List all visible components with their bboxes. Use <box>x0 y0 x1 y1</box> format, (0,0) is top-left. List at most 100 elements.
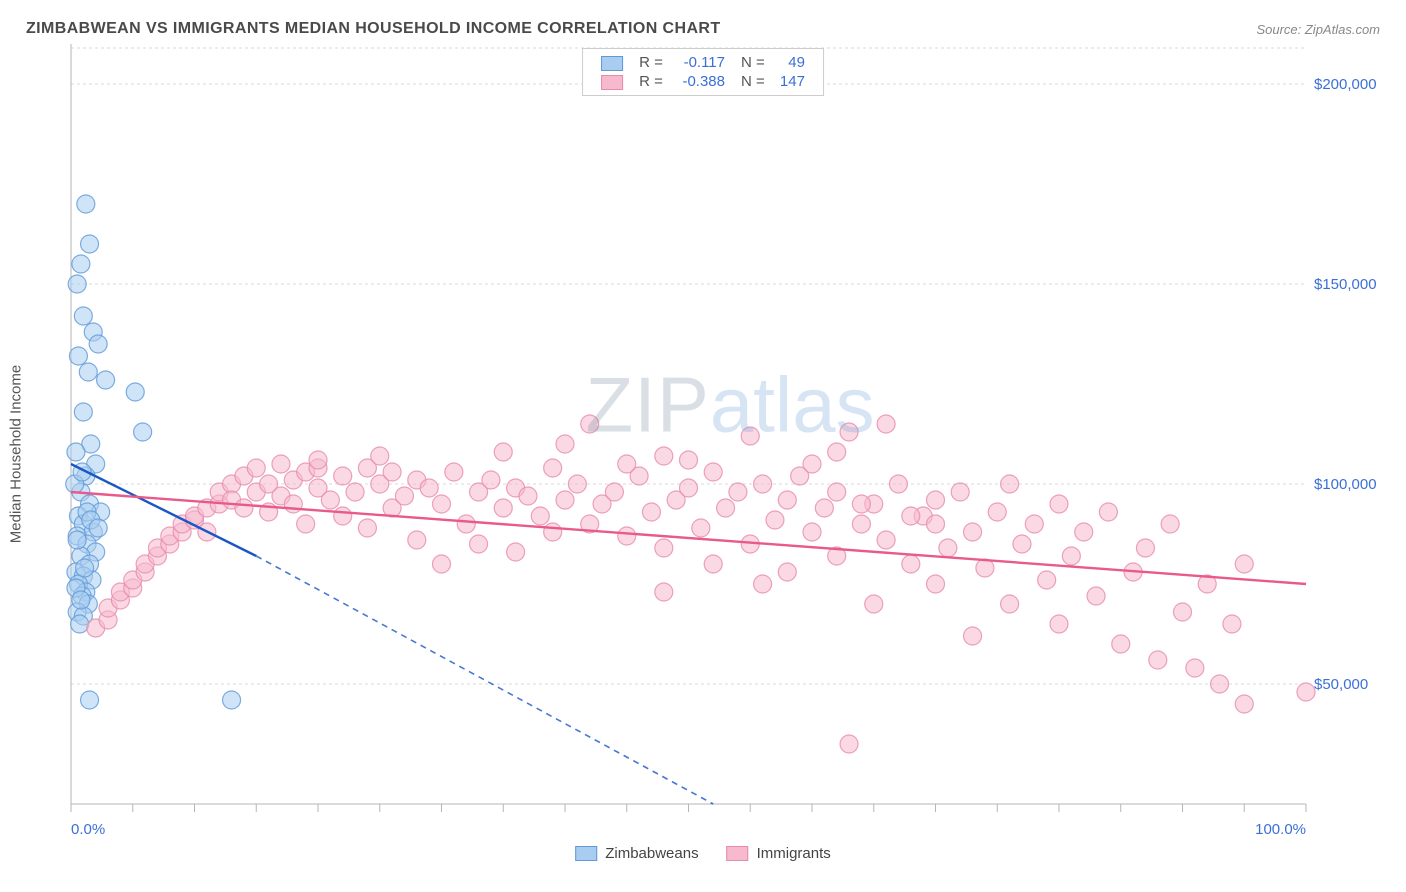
immigrants-point <box>655 583 673 601</box>
immigrants-point <box>482 471 500 489</box>
immigrants-point <box>1174 603 1192 621</box>
immigrants-point <box>605 483 623 501</box>
immigrants-point <box>618 455 636 473</box>
immigrants-point <box>494 499 512 517</box>
immigrants-point <box>272 455 290 473</box>
immigrants-point <box>717 499 735 517</box>
immigrants-point <box>433 495 451 513</box>
immigrants-point <box>519 487 537 505</box>
immigrants-point <box>284 495 302 513</box>
immigrants-point <box>840 735 858 753</box>
legend-n-value: 49 <box>769 54 805 71</box>
legend-row-zimbabweans: R = -0.117 N = 49 <box>593 53 813 72</box>
immigrants-point <box>729 483 747 501</box>
immigrants-point <box>803 523 821 541</box>
legend-item-zimbabweans: Zimbabweans <box>575 845 698 862</box>
immigrants-point <box>1186 659 1204 677</box>
immigrants-point <box>334 467 352 485</box>
title-row: ZIMBABWEAN VS IMMIGRANTS MEDIAN HOUSEHOL… <box>26 20 1380 38</box>
immigrants-point <box>235 499 253 517</box>
legend-row-immigrants: R = -0.388N = 147 <box>593 72 813 91</box>
immigrants-point <box>803 455 821 473</box>
immigrants-point <box>1235 695 1253 713</box>
legend-swatch-icon <box>575 846 597 861</box>
immigrants-point <box>704 555 722 573</box>
zimbabweans-point <box>74 307 92 325</box>
immigrants-point <box>704 463 722 481</box>
immigrants-point <box>1297 683 1315 701</box>
zimbabweans-point <box>89 335 107 353</box>
immigrants-point <box>383 463 401 481</box>
immigrants-point <box>642 503 660 521</box>
zimbabweans-point <box>223 691 241 709</box>
immigrants-point <box>544 523 562 541</box>
immigrants-point <box>902 507 920 525</box>
immigrants-point <box>445 463 463 481</box>
immigrants-point <box>988 503 1006 521</box>
immigrants-point <box>494 443 512 461</box>
immigrants-point <box>408 531 426 549</box>
immigrants-point <box>507 543 525 561</box>
immigrants-point <box>457 515 475 533</box>
zimbabweans-point <box>81 691 99 709</box>
immigrants-point <box>321 491 339 509</box>
immigrants-point <box>297 515 315 533</box>
immigrants-point <box>778 491 796 509</box>
y-axis-label: Median Household Income <box>8 365 25 543</box>
immigrants-point <box>1001 475 1019 493</box>
zimbabweans-point <box>126 383 144 401</box>
zimbabweans-point <box>69 347 87 365</box>
immigrants-point <box>1062 547 1080 565</box>
immigrants-point <box>556 491 574 509</box>
zimbabweans-point <box>89 519 107 537</box>
legend-n-label: N = <box>741 54 769 71</box>
immigrants-point <box>544 459 562 477</box>
immigrants-point <box>470 535 488 553</box>
svg-text:$150,000: $150,000 <box>1314 276 1377 293</box>
legend-r-value: -0.117 <box>667 54 725 71</box>
legend-n-label: N = <box>741 73 769 90</box>
legend-n-value: 147 <box>769 73 805 90</box>
zimbabweans-point <box>71 615 89 633</box>
immigrants-point <box>371 447 389 465</box>
legend-r-label: R = <box>639 54 667 71</box>
immigrants-point <box>692 519 710 537</box>
immigrants-point <box>1050 495 1068 513</box>
immigrants-point <box>1136 539 1154 557</box>
scatter-plot: $50,000$100,000$150,000$200,0000.0%100.0… <box>26 44 1380 864</box>
immigrants-point <box>1223 615 1241 633</box>
plot-area: Median Household Income $50,000$100,000$… <box>26 44 1380 864</box>
zimbabweans-point <box>81 235 99 253</box>
legend-item-immigrants: Immigrants <box>727 845 831 862</box>
zimbabweans-point <box>77 195 95 213</box>
immigrants-point <box>927 515 945 533</box>
immigrants-point <box>865 595 883 613</box>
immigrants-point <box>1038 571 1056 589</box>
immigrants-trendline <box>71 492 1306 584</box>
immigrants-point <box>778 563 796 581</box>
svg-text:$100,000: $100,000 <box>1314 476 1377 493</box>
immigrants-point <box>902 555 920 573</box>
zimbabweans-point <box>79 363 97 381</box>
immigrants-point <box>939 539 957 557</box>
immigrants-point <box>346 483 364 501</box>
legend-correlation: R = -0.117 N = 49R = -0.388N = 147 <box>582 48 824 96</box>
immigrants-point <box>889 475 907 493</box>
zimbabweans-point <box>97 371 115 389</box>
immigrants-point <box>655 539 673 557</box>
zimbabweans-point <box>72 591 90 609</box>
immigrants-point <box>1112 635 1130 653</box>
legend-r-label: R = <box>639 73 667 90</box>
immigrants-point <box>754 575 772 593</box>
immigrants-point <box>1099 503 1117 521</box>
immigrants-point <box>1161 515 1179 533</box>
immigrants-point <box>852 515 870 533</box>
immigrants-point <box>815 499 833 517</box>
source-label: Source: ZipAtlas.com <box>1256 22 1380 37</box>
immigrants-point <box>531 507 549 525</box>
immigrants-point <box>395 487 413 505</box>
immigrants-point <box>1075 523 1093 541</box>
immigrants-point <box>334 507 352 525</box>
immigrants-point <box>309 451 327 469</box>
zimbabweans-point <box>68 275 86 293</box>
